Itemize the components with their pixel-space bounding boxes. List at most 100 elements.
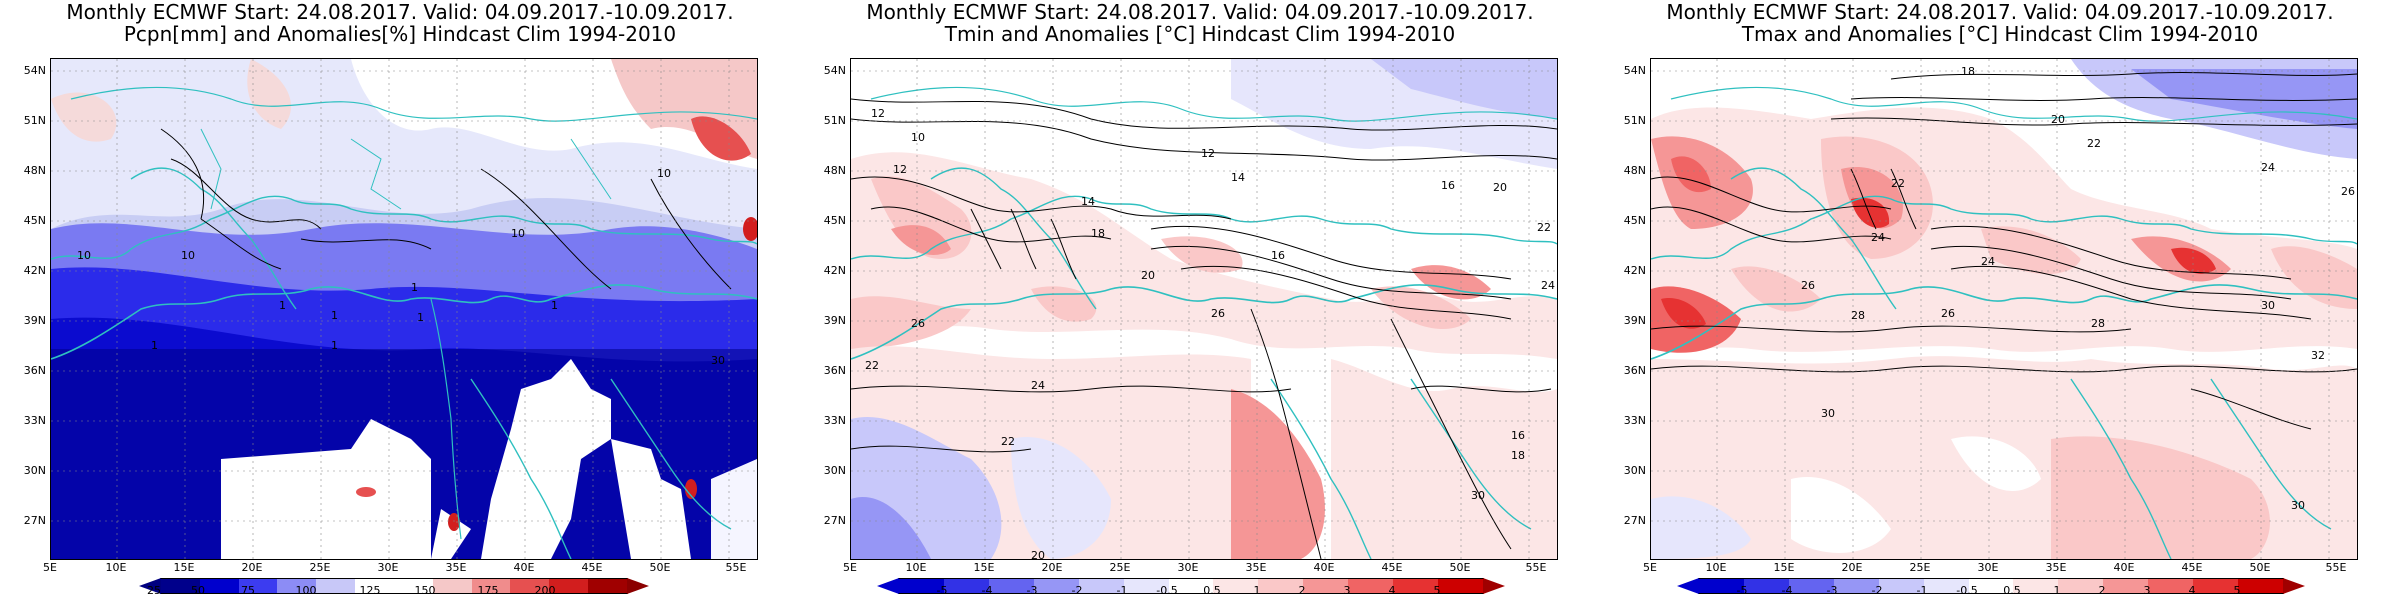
colorbar-swatch [316, 579, 356, 593]
contour-label: 24 [1541, 279, 1555, 292]
contour-label: 1 [551, 299, 558, 312]
contour-label: 26 [911, 317, 925, 330]
lon-label: 20E [1841, 561, 1863, 574]
colorbar-swatch [1699, 579, 1744, 593]
contour-label: 24 [2261, 161, 2275, 174]
contour-label: 18 [1961, 65, 1975, 78]
colorbar-tick-label: -0.5 [1156, 584, 1178, 597]
colorbar-tick-label: 2 [1298, 584, 1306, 597]
contour-label: 22 [865, 359, 879, 372]
lat-label: 45N [1623, 214, 1646, 227]
panel-title-line2: Tmax and Anomalies [°C] Hindcast Clim 19… [1741, 22, 2259, 46]
colorbar-tick-label: 4 [2188, 584, 2196, 597]
colorbar-swatch [355, 579, 394, 593]
contour-label: 22 [1891, 177, 1905, 190]
colorbar-tick-label: 4 [1388, 584, 1396, 597]
colorbar-swatch [1303, 579, 1349, 593]
colorbar-tick-label: 75 [241, 584, 255, 597]
lon-label: 50E [2249, 561, 2271, 574]
contour-label: 1 [279, 299, 286, 312]
lon-label: 45E [1381, 561, 1403, 574]
contour-label: 30 [1821, 407, 1835, 420]
lat-label: 33N [823, 414, 846, 427]
lat-label: 42N [1623, 264, 1646, 277]
contour-label: 26 [2341, 185, 2355, 198]
contour-label: 12 [1201, 147, 1215, 160]
colorbar-tick-label: -5 [936, 584, 948, 597]
colorbar-swatch [1123, 579, 1169, 593]
contour-label: 1 [151, 339, 158, 352]
lat-label: 54N [823, 64, 846, 77]
colorbar-tick-label: 200 [534, 584, 556, 597]
contour-label: 24 [1981, 255, 1995, 268]
contour-label: 18 [1511, 449, 1525, 462]
contour-label: 10 [77, 249, 91, 262]
map-area-tmax: 18 20 22 24 26 24 22 26 28 30 24 26 28 3… [1650, 58, 2358, 560]
colorbar-tick-label: -4 [981, 584, 993, 597]
contour-label: 30 [711, 354, 725, 367]
lon-label: 45E [581, 561, 603, 574]
colorbar-low-arrow [1677, 578, 1699, 594]
colorbar [139, 578, 649, 594]
colorbar-swatch [432, 579, 472, 593]
precipitation-map: 10 10 10 10 1 1 1 1 1 1 1 30 [51, 59, 757, 559]
lon-label: 35E [2045, 561, 2067, 574]
colorbar-tick-label: 25 [147, 584, 161, 597]
contour-label: 14 [1231, 171, 1245, 184]
colorbar-tick-label: -2 [1071, 584, 1083, 597]
colorbar-tick-label: 3 [2143, 584, 2151, 597]
lat-label: 51N [823, 114, 846, 127]
contour-label: 14 [1081, 195, 1095, 208]
lat-label: 27N [1623, 514, 1646, 527]
lat-label: 45N [823, 214, 846, 227]
contour-label: 20 [2051, 113, 2065, 126]
colorbar-swatch [943, 579, 989, 593]
contour-label: 20 [1493, 181, 1507, 194]
colorbar-low-arrow [877, 578, 899, 594]
colorbar-tick-label: 150 [414, 584, 436, 597]
lon-label: 25E [309, 561, 331, 574]
contour-label: 12 [871, 107, 885, 120]
colorbar-swatch [1258, 579, 1304, 593]
colorbar-swatch [2103, 579, 2149, 593]
contour-label: 22 [1537, 221, 1551, 234]
colorbar-swatch [1833, 579, 1879, 593]
lat-label: 33N [1623, 414, 1646, 427]
colorbar [1677, 578, 2305, 594]
contour-label: 1 [331, 309, 338, 322]
colorbar-swatch [2193, 579, 2239, 593]
colorbar-tick-label: -1 [1916, 584, 1928, 597]
colorbar-tick-label: 125 [359, 584, 381, 597]
panel-title-line1: Monthly ECMWF Start: 24.08.2017. Valid: … [66, 0, 734, 24]
colorbar-tick-label: -3 [1826, 584, 1838, 597]
contour-label: 1 [411, 281, 418, 294]
panel-title-line2: Pcpn[mm] and Anomalies[%] Hindcast Clim … [123, 22, 677, 46]
contour-label: 26 [1941, 307, 1955, 320]
lon-label: 25E [1109, 561, 1131, 574]
colorbar-swatch [1213, 579, 1259, 593]
colorbar-tick-label: 0.5 [2003, 584, 2021, 597]
colorbar-swatch [2058, 579, 2104, 593]
lon-label: 50E [1449, 561, 1471, 574]
lon-label: 15E [973, 561, 995, 574]
contour-label: 28 [2091, 317, 2105, 330]
colorbar-swatch [471, 579, 511, 593]
lat-label: 42N [823, 264, 846, 277]
colorbar-tick-label: 50 [191, 584, 205, 597]
contour-label: 16 [1511, 429, 1525, 442]
map-area-tmin: 12 12 12 14 16 20 22 24 26 22 20 18 10 1… [850, 58, 1558, 560]
contour-label: 1 [331, 339, 338, 352]
contour-label: 28 [1851, 309, 1865, 322]
lon-label: 40E [1313, 561, 1335, 574]
lon-label: 55E [1525, 561, 1547, 574]
colorbar-tick-label: 5 [1433, 584, 1441, 597]
lon-label: 10E [105, 561, 127, 574]
colorbar-swatch [199, 579, 239, 593]
lat-label: 36N [823, 364, 846, 377]
lat-label: 36N [1623, 364, 1646, 377]
lat-label: 54N [1623, 64, 1646, 77]
lon-label: 45E [2181, 561, 2203, 574]
colorbar-swatch [2238, 579, 2283, 593]
colorbar-swatch [510, 579, 550, 593]
lon-label: 25E [1909, 561, 1931, 574]
